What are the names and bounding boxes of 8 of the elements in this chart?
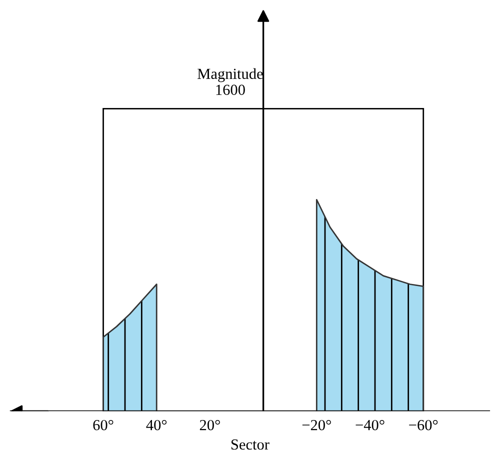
x-tick-label: −40°	[356, 420, 384, 430]
x-tick-label: −20°	[302, 420, 331, 430]
x-tick-label: 40°	[146, 420, 167, 430]
text: Magnitude 1600	[198, 68, 263, 95]
x-tick-label: 20°	[200, 420, 220, 430]
x-tick-label: −60°	[409, 420, 438, 430]
x-axis-title: Sector	[231, 439, 270, 450]
x-tick-label: 60°	[93, 420, 114, 430]
